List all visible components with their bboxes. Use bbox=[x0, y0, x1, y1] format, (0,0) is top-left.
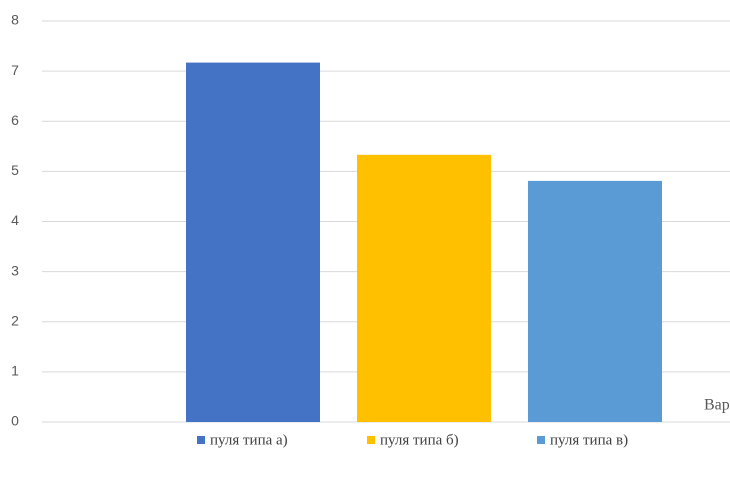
y-tick-label: 8 bbox=[11, 12, 19, 28]
y-tick-label: 2 bbox=[11, 312, 19, 328]
y-tick-label: 7 bbox=[11, 62, 19, 78]
bar bbox=[357, 154, 491, 423]
bar bbox=[528, 180, 662, 422]
y-tick-label: 1 bbox=[11, 363, 19, 379]
legend-swatch bbox=[537, 436, 545, 444]
y-tick-label: 5 bbox=[11, 162, 19, 178]
y-tick-label: 0 bbox=[11, 413, 19, 429]
legend-label: пуля типа а) bbox=[210, 432, 288, 448]
y-tick-label: 4 bbox=[11, 212, 19, 228]
legend-swatch bbox=[197, 436, 205, 444]
legend-swatch bbox=[367, 436, 375, 444]
x-axis-label: Вар bbox=[704, 397, 730, 414]
y-tick-label: 3 bbox=[11, 262, 19, 278]
legend-label: пуля типа б) bbox=[380, 432, 459, 448]
legend-label: пуля типа в) bbox=[550, 432, 628, 448]
y-tick-label: 6 bbox=[11, 112, 19, 128]
bar bbox=[186, 62, 320, 422]
